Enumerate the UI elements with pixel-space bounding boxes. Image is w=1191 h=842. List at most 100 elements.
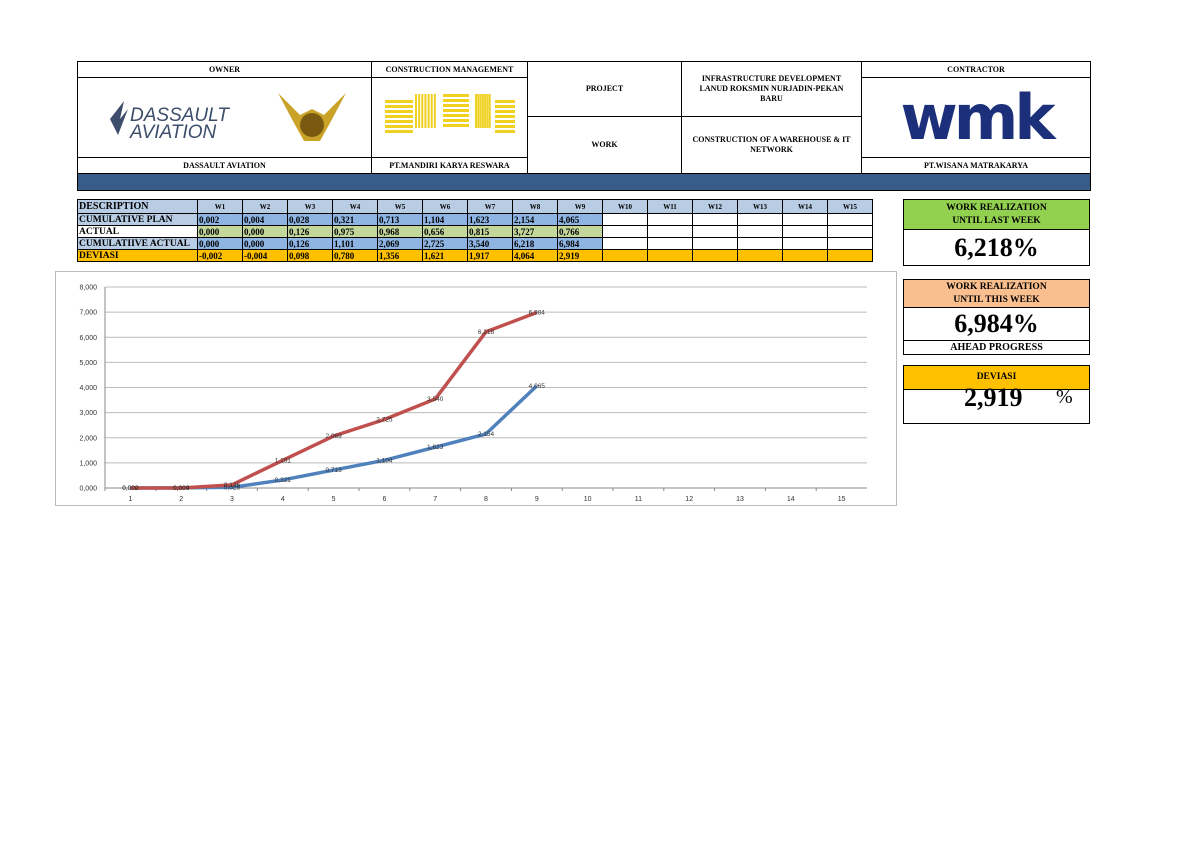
y-tick-label: 1,000: [79, 460, 97, 467]
table-cell: 6,218: [512, 237, 558, 250]
contractor-logo: wmk: [900, 80, 1055, 154]
emblem-core: [300, 113, 324, 137]
data-label: 4,065: [529, 383, 546, 390]
table-cell: 2,725: [422, 237, 468, 250]
x-tick-label: 12: [685, 496, 693, 503]
empty-cell: [737, 213, 783, 226]
row-label: DEVIASI: [77, 249, 198, 262]
table-cell: 0,815: [467, 225, 513, 238]
logo-bar: [475, 94, 477, 128]
panel-title: WORK REALIZATION UNTIL THIS WEEK: [903, 279, 1090, 308]
table-cell: 0,000: [242, 225, 288, 238]
panel-value: 2,919: [964, 383, 1023, 412]
cm-name: PT.MANDIRI KARYA RESWARA: [371, 157, 528, 174]
text-line: WORK REALIZATION: [946, 281, 1047, 292]
empty-cell: [782, 225, 828, 238]
table-row: ACTUAL 0,000 0,000 0,126 0,975 0,968 0,656 0,81…: [77, 225, 873, 238]
owner-logo-mark: [110, 101, 128, 135]
empty-cell: [827, 213, 873, 226]
x-tick-label: 14: [787, 496, 795, 503]
table-cell: 0,713: [377, 213, 423, 226]
text-line: BARU: [760, 94, 783, 103]
chart-frame: [55, 271, 897, 506]
table-cell: 1,623: [467, 213, 513, 226]
contractor-logo-cell: wmk: [861, 77, 1091, 158]
table-row: CUMULATIVE PLAN 0,002 0,004 0,028 0,321 0,713…: [77, 213, 873, 226]
project-value: INFRASTRUCTURE DEVELOPMENT LANUD ROKSMIN …: [681, 61, 862, 117]
table-cell: 1,917: [467, 249, 513, 262]
empty-cell: [647, 213, 693, 226]
data-label: 2,725: [376, 417, 393, 424]
text-line: NETWORK: [750, 145, 793, 154]
empty-cell: [827, 225, 873, 238]
logo-bar: [443, 94, 469, 97]
table-row: CUMULATIIVE ACTUAL 0,000 0,000 0,126 1,101 2,…: [77, 237, 873, 250]
logo-bar: [385, 110, 413, 113]
y-tick-label: 3,000: [79, 410, 97, 417]
table-cell: 0,656: [422, 225, 468, 238]
column-header: W1: [197, 199, 243, 214]
logo-bar: [443, 114, 469, 117]
x-tick-label: 3: [230, 496, 234, 503]
empty-cell: [647, 249, 693, 262]
panel-title: DEVIASI: [903, 365, 1090, 390]
table-cell: 1,621: [422, 249, 468, 262]
data-label: 0,000: [122, 485, 139, 492]
logo-bar: [495, 120, 515, 123]
column-header: DESCRIPTION: [77, 199, 198, 214]
progress-table: DESCRIPTION W1 W2 W3 W4 W5 W6 W7 W8 W9 W10 W11 W12 W1…: [77, 199, 873, 262]
table-cell: 2,069: [377, 237, 423, 250]
column-header: W12: [692, 199, 738, 214]
panel-value: 6,218%: [903, 229, 1090, 266]
x-tick-label: 10: [584, 496, 592, 503]
text-line: LANUD ROKSMIN NURJADIN-PEKAN: [699, 84, 844, 93]
column-header: W14: [782, 199, 828, 214]
panel-unit: %: [1056, 386, 1073, 408]
logo-bar: [443, 99, 469, 102]
logo-bar: [495, 115, 515, 118]
logo-bar: [486, 94, 489, 128]
owner-label: OWNER: [77, 61, 372, 78]
table-cell: 1,104: [422, 213, 468, 226]
logo-bar: [427, 94, 430, 128]
cm-label: CONSTRUCTION MANAGEMENT: [371, 61, 528, 78]
contractor-label: CONTRACTOR: [861, 61, 1091, 78]
empty-cell: [782, 237, 828, 250]
x-tick-label: 4: [281, 496, 285, 503]
data-label: 0,002: [122, 485, 139, 492]
x-tick-label: 5: [332, 496, 336, 503]
data-label: 6,218: [478, 329, 495, 336]
logo-bar: [443, 109, 469, 112]
project-label: PROJECT: [527, 61, 682, 117]
empty-cell: [782, 249, 828, 262]
logo-bar: [385, 105, 413, 108]
empty-cell: [692, 249, 738, 262]
logo-bar: [418, 94, 421, 128]
y-tick-label: 5,000: [79, 360, 97, 367]
empty-cell: [737, 225, 783, 238]
logo-bar: [433, 94, 436, 128]
table-cell: 0,002: [197, 213, 243, 226]
logo-bar: [495, 125, 515, 128]
table-cell: 3,540: [467, 237, 513, 250]
column-header: W8: [512, 199, 558, 214]
logo-bar: [415, 94, 417, 128]
logo-bar: [443, 119, 469, 122]
series-line: [130, 310, 538, 490]
y-tick-label: 6,000: [79, 335, 97, 342]
x-tick-label: 2: [179, 496, 183, 503]
cm-logo: [385, 94, 515, 133]
logo-bar: [385, 125, 413, 128]
work-label: WORK: [527, 116, 682, 174]
panel-value-box: 2,919 %: [903, 383, 1090, 424]
x-tick-label: 11: [635, 496, 642, 503]
data-label: 2,154: [478, 431, 495, 438]
logo-bar: [385, 120, 413, 123]
table-cell: 0,004: [242, 213, 288, 226]
x-tick-label: 1: [128, 496, 132, 503]
empty-cell: [602, 249, 648, 262]
table-cell: 4,065: [557, 213, 603, 226]
column-header: W2: [242, 199, 288, 214]
empty-cell: [827, 249, 873, 262]
text-line: UNTIL THIS WEEK: [953, 294, 1040, 305]
